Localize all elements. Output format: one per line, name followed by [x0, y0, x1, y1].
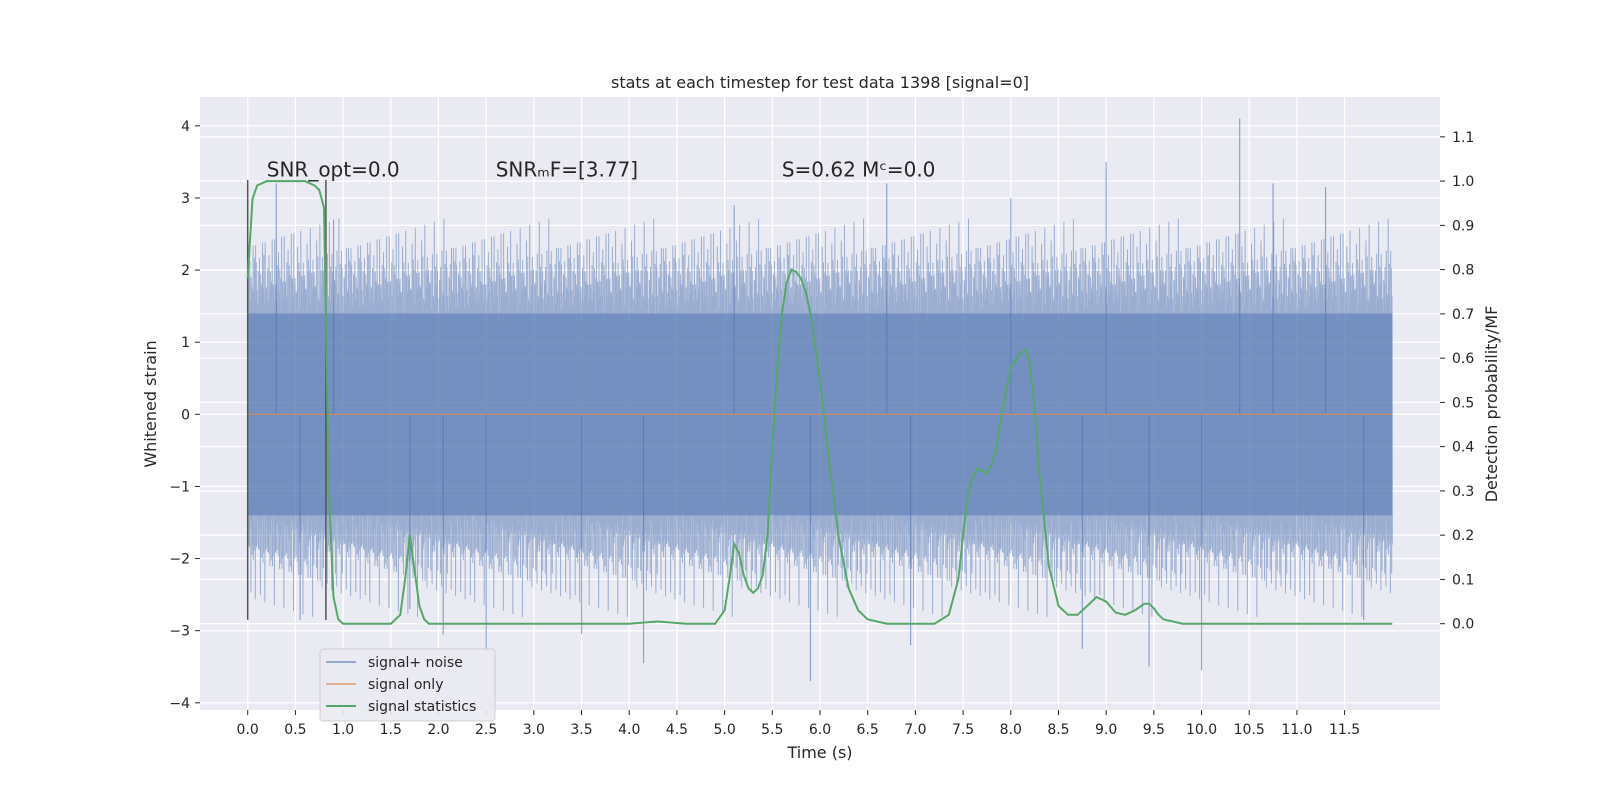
x-tick-label: 3.5	[570, 722, 592, 738]
x-tick-label: 11.5	[1329, 722, 1360, 738]
x-tick-label: 8.5	[1047, 722, 1069, 738]
y2-tick-label: 0.2	[1452, 528, 1474, 544]
y-tick-label: 3	[181, 191, 190, 207]
x-tick-label: 5.5	[761, 722, 783, 738]
x-tick-label: 11.0	[1281, 722, 1312, 738]
legend-label-signal-statistics: signal statistics	[368, 699, 476, 715]
x-tick-label: 1.5	[380, 722, 402, 738]
x-axis-ticks: 0.0 0.5 1.0 1.5 2.0 2.5 3.0 3.5 4.0 4.5 5.0 5.5 6.0 6…	[237, 710, 1360, 738]
x-tick-label: 0.0	[237, 722, 259, 738]
x-tick-label: 5.0	[713, 722, 735, 738]
y2-tick-label: 0.5	[1452, 395, 1474, 411]
x-tick-label: 7.0	[904, 722, 926, 738]
x-tick-label: 2.0	[427, 722, 449, 738]
x-tick-label: 0.5	[284, 722, 306, 738]
x-tick-label: 9.0	[1095, 722, 1117, 738]
y2-tick-label: 0.4	[1452, 440, 1474, 456]
y2-tick-label: 0.8	[1452, 263, 1474, 279]
y-tick-label: 1	[181, 335, 190, 351]
y-tick-label: −2	[169, 552, 190, 568]
y2-axis-ticks: 0.0 0.1 0.2 0.3 0.4 0.5 0.6 0.7 0.8 0.9 1.0 1.1	[1440, 130, 1474, 633]
y-tick-label: −3	[169, 624, 190, 640]
y-axis-ticks: −4 −3 −2 −1 0 1 2 3 4	[169, 119, 200, 712]
y2-axis-label: Detection probability/MF	[1482, 306, 1501, 503]
x-tick-label: 7.5	[952, 722, 974, 738]
x-tick-label: 1.0	[332, 722, 354, 738]
x-tick-label: 2.5	[475, 722, 497, 738]
annotation-text: SNRₘF=[3.77]	[496, 157, 638, 181]
annotation-text: SNR_opt=0.0	[267, 157, 400, 181]
x-tick-label: 3.0	[523, 722, 545, 738]
y2-tick-label: 1.0	[1452, 174, 1474, 190]
x-tick-label: 6.0	[809, 722, 831, 738]
x-tick-label: 6.5	[857, 722, 879, 738]
signal-statistics-line	[246, 180, 1393, 625]
legend: signal+ noise signal only signal statist…	[319, 648, 496, 722]
x-tick-label: 10.0	[1186, 722, 1217, 738]
y2-tick-label: 0.7	[1452, 307, 1474, 323]
y-tick-label: 2	[181, 263, 190, 279]
y2-tick-label: 0.0	[1452, 617, 1474, 633]
annotation-text: S=0.62 Mᶜ=0.0	[782, 157, 936, 181]
x-axis-label: Time (s)	[786, 743, 852, 762]
x-tick-label: 10.5	[1234, 722, 1265, 738]
annotations: SNR_opt=0.0 SNRₘF=[3.77] S=0.62 Mᶜ=0.0	[267, 157, 936, 181]
y-tick-label: −4	[169, 696, 190, 712]
legend-label-signal-only: signal only	[368, 677, 443, 693]
y-tick-label: −1	[169, 479, 190, 495]
x-tick-label: 4.5	[666, 722, 688, 738]
y-axis-label: Whitened strain	[141, 340, 160, 467]
legend-box	[319, 648, 496, 722]
y2-tick-label: 0.1	[1452, 572, 1474, 588]
legend-label-signal-noise: signal+ noise	[368, 655, 463, 671]
y-tick-label: 4	[181, 119, 190, 135]
y-tick-label: 0	[181, 407, 190, 423]
y2-tick-label: 0.6	[1452, 351, 1474, 367]
x-tick-label: 4.0	[618, 722, 640, 738]
series-layer	[246, 118, 1393, 682]
y2-tick-label: 1.1	[1452, 130, 1474, 146]
chart-title: stats at each timestep for test data 139…	[611, 73, 1029, 92]
x-tick-label: 9.5	[1143, 722, 1165, 738]
y2-tick-label: 0.3	[1452, 484, 1474, 500]
x-tick-label: 8.0	[1000, 722, 1022, 738]
y2-tick-label: 0.9	[1452, 218, 1474, 234]
